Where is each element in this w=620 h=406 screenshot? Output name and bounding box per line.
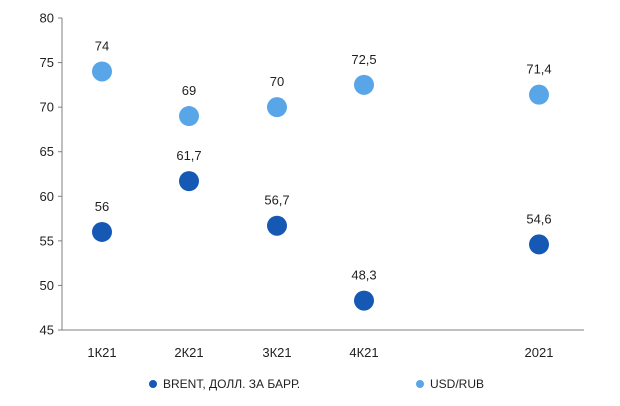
axes <box>61 18 584 331</box>
brent-point <box>179 171 199 192</box>
y-tick-label: 45 <box>40 323 54 338</box>
usd-rub-point <box>529 84 549 105</box>
brent-data-label: 54,6 <box>526 211 551 226</box>
x-tick-label: 3К21 <box>262 345 291 360</box>
y-tick-label: 55 <box>40 233 54 248</box>
x-tick-label: 1К21 <box>87 345 116 360</box>
legend-marker <box>149 380 157 388</box>
y-tick-label: 80 <box>40 11 54 26</box>
usd-rub-data-label: 72,5 <box>351 52 376 67</box>
usd-rub-point <box>267 97 287 118</box>
y-tick-label: 70 <box>40 100 54 115</box>
usd-rub-data-label: 71,4 <box>526 62 551 77</box>
x-tick-label: 2021 <box>525 345 554 360</box>
usd-rub-data-label: 74 <box>95 38 109 53</box>
legend-label: BRENT, ДОЛЛ. ЗА БАРР. <box>163 377 300 391</box>
usd-rub-point <box>179 106 199 127</box>
usd-rub-data-label: 69 <box>182 83 196 98</box>
brent-data-label: 56,7 <box>264 193 289 208</box>
brent-data-label: 61,7 <box>176 148 201 163</box>
usd-rub-point <box>354 74 374 95</box>
y-tick-label: 60 <box>40 189 54 204</box>
brent-point <box>92 221 112 242</box>
y-tick-label: 50 <box>40 278 54 293</box>
brent-data-label: 48,3 <box>351 268 376 283</box>
x-tick-label: 2К21 <box>174 345 203 360</box>
legend: BRENT, ДОЛЛ. ЗА БАРР. USD/RUB <box>149 377 484 391</box>
usd-rub-point <box>92 61 112 82</box>
brent-point <box>354 290 374 311</box>
brent-point <box>529 234 549 255</box>
y-axis-ticks: 45 50 55 60 65 70 75 80 <box>40 11 62 338</box>
brent-data-label: 56 <box>95 199 109 214</box>
data-labels: 56 61,7 56,7 48,3 54,6 74 69 70 72,5 71,4 <box>95 38 552 282</box>
usd-rub-data-label: 70 <box>270 74 284 89</box>
y-tick-label: 75 <box>40 55 54 70</box>
x-axis-ticks: 1К21 2К21 3К21 4К21 2021 <box>87 345 553 360</box>
brent-point <box>267 215 287 236</box>
y-tick-label: 65 <box>40 144 54 159</box>
data-points <box>92 61 549 311</box>
legend-marker <box>416 380 424 388</box>
x-tick-label: 4К21 <box>349 345 378 360</box>
legend-label: USD/RUB <box>430 377 484 391</box>
